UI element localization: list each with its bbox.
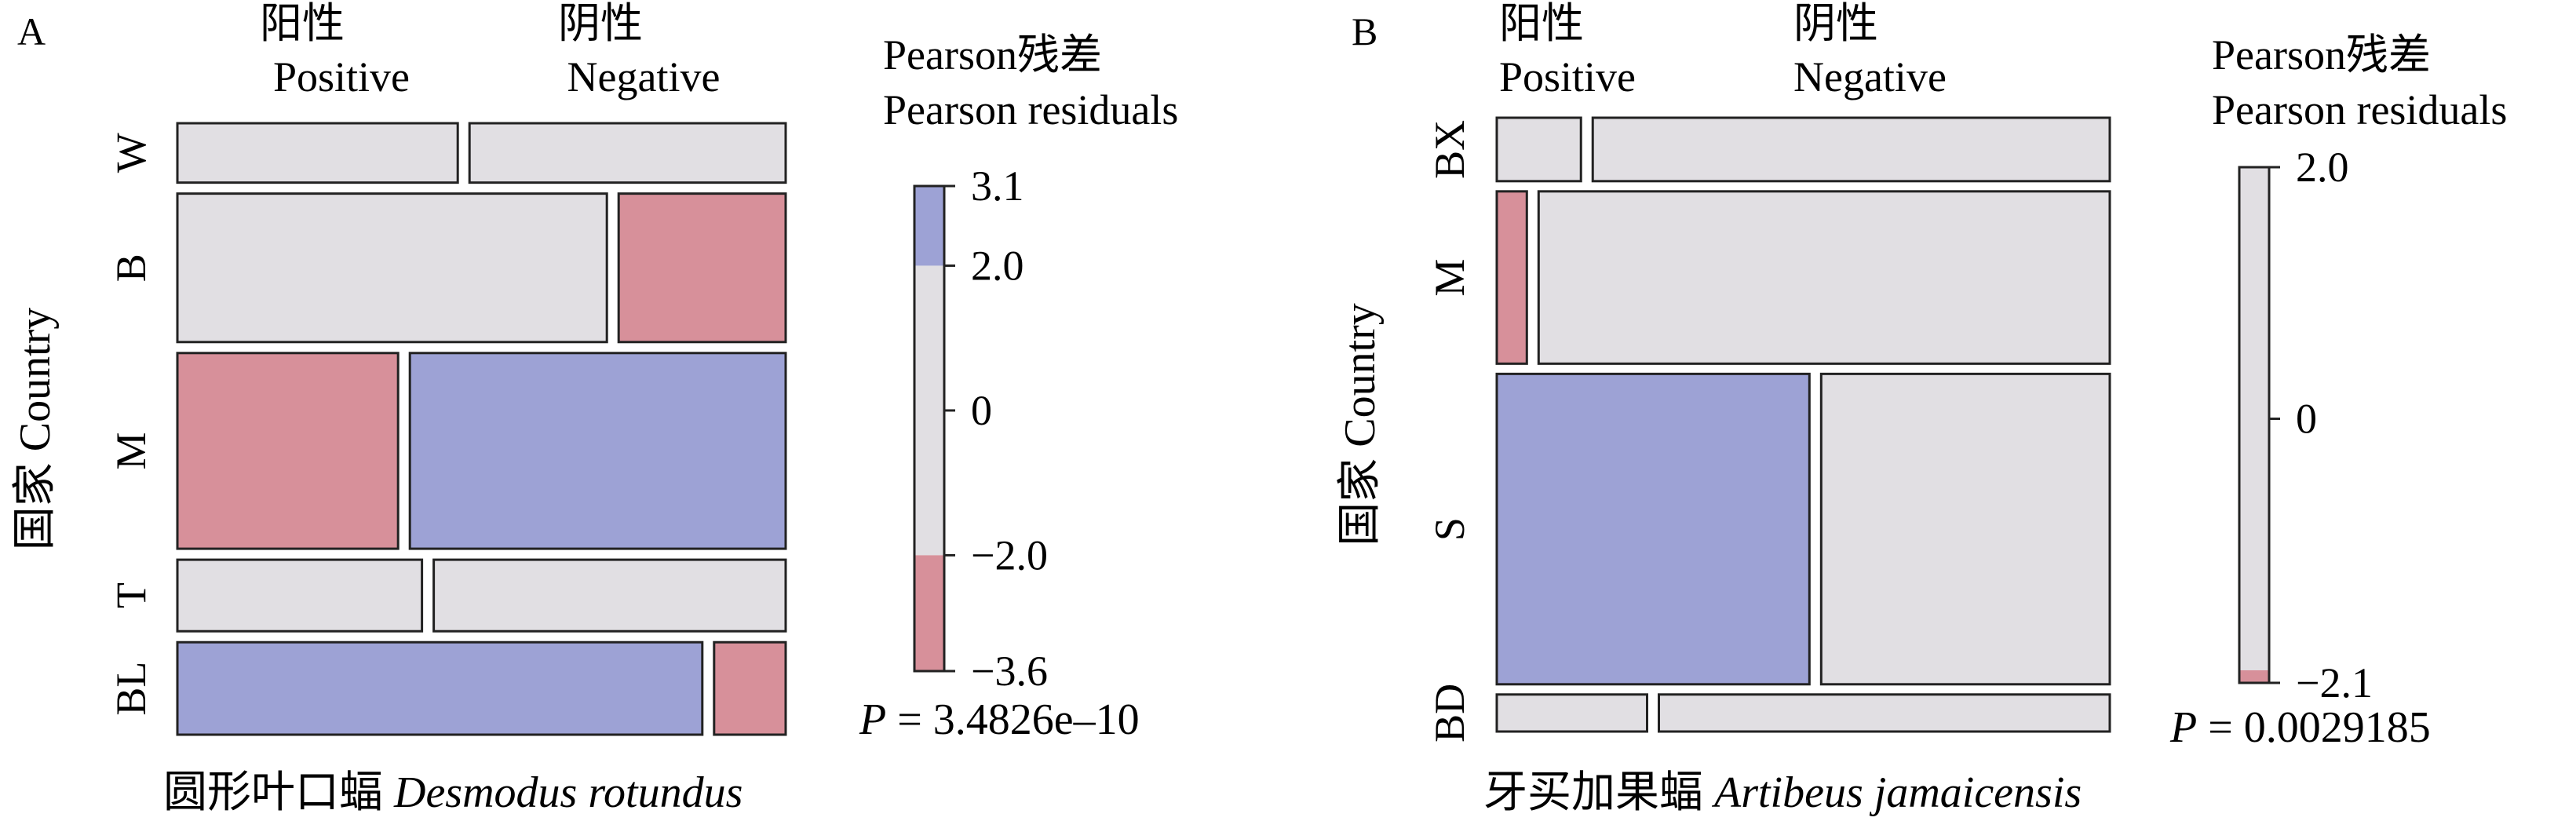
row-axis-label: 国家 Country <box>11 308 60 551</box>
legend-segment-neutral <box>914 265 944 556</box>
column-label-zh: 阳性 <box>1499 0 1584 47</box>
legend-segment-negative <box>2239 670 2269 683</box>
column-label-zh: 阴性 <box>1793 0 1878 47</box>
row-label: BL <box>108 662 155 716</box>
legend-tick-label: 2.0 <box>971 242 1024 289</box>
legend-tick-label: 0 <box>971 387 992 434</box>
p-label: P <box>859 695 886 744</box>
tile-bx-positive <box>1495 116 1582 183</box>
tile-bl-negative <box>713 640 787 736</box>
column-label-en: Negative <box>567 53 721 100</box>
tile-bx-negative <box>1591 116 2111 183</box>
tile-bd-negative <box>1658 693 2111 733</box>
row-label: M <box>108 432 155 469</box>
legend-tick-label: −2.0 <box>971 531 1048 578</box>
legend-bar-frame <box>2238 166 2271 684</box>
p-value: = 0.0029185 <box>2197 703 2431 752</box>
p-label: P <box>2169 703 2197 752</box>
tile-s-negative <box>1819 372 2111 686</box>
tile-m-positive <box>176 352 400 550</box>
tile-b-positive <box>176 192 608 344</box>
legend-tick-label: 0 <box>2296 395 2317 442</box>
column-label-en: Positive <box>273 53 410 100</box>
tile-m-negative <box>408 352 787 550</box>
tile-w-positive <box>176 122 459 184</box>
tile-b-negative <box>617 192 787 344</box>
column-label-zh: 阳性 <box>260 0 345 47</box>
row-label: M <box>1426 259 1473 297</box>
tile-t-positive <box>176 558 424 633</box>
legend-tick-label: 3.1 <box>971 162 1024 210</box>
species-caption: 牙买加果蝠 Artibeus jamaicensis <box>1483 768 2082 817</box>
tile-bl-positive <box>176 640 704 736</box>
species-caption: 圆形叶口蝠 Desmodus rotundus <box>163 768 743 817</box>
legend-bar-frame <box>913 184 946 673</box>
legend-segment-negative <box>914 555 944 671</box>
legend-title-zh: Pearson残差 <box>2212 31 2431 78</box>
tile-m-positive <box>1495 190 1528 365</box>
p-value-text: P = 3.4826e–10 <box>859 695 1140 744</box>
legend-title-en: Pearson residuals <box>883 86 1178 133</box>
panel-label: A <box>17 9 46 53</box>
legend-title-zh: Pearson残差 <box>883 31 1102 78</box>
panel-a: A 阳性 Positive 阴性 Negative 国家 Country W B M T BL Pea… <box>11 0 1178 817</box>
column-label-zh: 阴性 <box>558 0 643 47</box>
legend-segment-neutral <box>2239 167 2269 670</box>
legend-tick-label: −2.1 <box>2296 659 2373 706</box>
row-label: BD <box>1426 684 1473 743</box>
row-label: BX <box>1426 120 1473 179</box>
tile-w-negative <box>468 122 787 184</box>
legend-segment-positive <box>914 186 944 266</box>
panel-label: B <box>1352 9 1377 53</box>
caption-latin: Desmodus rotundus <box>393 768 743 817</box>
row-label: T <box>108 582 155 608</box>
column-label-en: Positive <box>1499 53 1636 100</box>
legend-title-en: Pearson residuals <box>2212 86 2507 133</box>
tile-t-negative <box>432 558 787 633</box>
column-label-en: Negative <box>1793 53 1947 100</box>
row-label: B <box>108 254 155 282</box>
tile-bd-positive <box>1495 693 1648 733</box>
row-label: S <box>1426 517 1473 541</box>
tile-s-positive <box>1495 372 1811 686</box>
caption-latin: Artibeus jamaicensis <box>1711 768 2082 817</box>
row-label: W <box>108 133 155 173</box>
panel-b: B 阳性 Positive 阴性 Negative 国家 Country BX M S BD Pea… <box>1336 0 2507 817</box>
caption-zh: 圆形叶口蝠 <box>163 768 394 817</box>
row-axis-label: 国家 Country <box>1336 303 1385 546</box>
p-value-text: P = 0.0029185 <box>2169 703 2431 752</box>
p-value: = 3.4826e–10 <box>886 695 1139 744</box>
legend-tick-label: 2.0 <box>2296 144 2349 191</box>
tile-m-negative <box>1537 190 2111 365</box>
legend-tick-label: −3.6 <box>971 648 1048 695</box>
caption-zh: 牙买加果蝠 <box>1483 768 1714 817</box>
